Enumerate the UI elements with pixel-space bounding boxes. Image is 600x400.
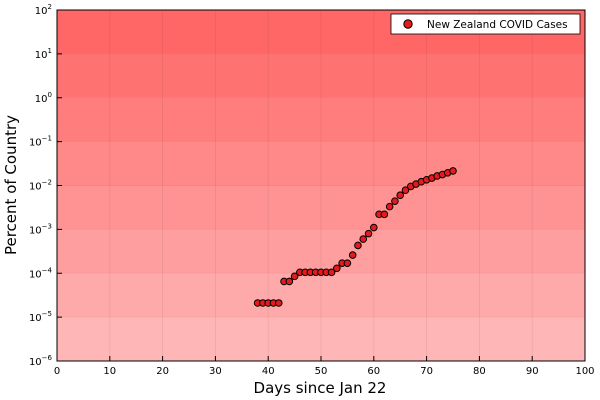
background-band xyxy=(57,97,585,142)
data-point xyxy=(343,259,352,267)
data-point xyxy=(333,264,341,273)
background-bands xyxy=(57,10,585,361)
data-point xyxy=(359,235,368,243)
data-point xyxy=(364,229,373,238)
data-point xyxy=(385,202,394,211)
x-tick-label: 90 xyxy=(526,366,539,377)
background-band xyxy=(57,185,585,230)
data-point xyxy=(348,251,357,259)
y-tick-label: 10−1 xyxy=(29,135,52,149)
x-tick-label: 50 xyxy=(315,366,328,377)
y-tick-label: 100 xyxy=(35,91,52,105)
y-axis-ticks: 10−6 10−5 10−4 10−3 10−2 10−1 100 101 102 xyxy=(29,3,62,368)
x-tick-label: 20 xyxy=(156,366,169,377)
background-band xyxy=(57,53,585,98)
legend-marker xyxy=(403,19,413,29)
legend: New Zealand COVID Cases xyxy=(390,13,581,35)
scatter-points xyxy=(253,167,457,307)
data-point xyxy=(401,186,410,195)
background-band xyxy=(57,273,585,318)
data-point xyxy=(380,210,389,219)
data-point xyxy=(396,191,405,200)
data-point xyxy=(449,167,457,175)
x-tick-label: 40 xyxy=(262,366,275,377)
data-point xyxy=(370,223,378,232)
y-tick-label: 10−4 xyxy=(29,266,53,280)
y-tick-label: 101 xyxy=(35,47,52,61)
x-axis-ticks: 0 10 20 30 40 50 60 70 80 90 100 xyxy=(54,356,595,377)
legend-box xyxy=(390,13,581,35)
data-point xyxy=(391,197,399,205)
x-tick-label: 80 xyxy=(473,366,486,377)
y-tick-label: 10−6 xyxy=(29,354,53,368)
y-tick-label: 10−3 xyxy=(29,222,52,236)
y-tick-label: 10−2 xyxy=(29,179,52,193)
x-tick-label: 70 xyxy=(420,366,433,377)
background-band xyxy=(57,141,585,186)
x-tick-label: 0 xyxy=(54,366,60,377)
x-axis-label: Days since Jan 22 xyxy=(254,379,387,397)
x-tick-label: 30 xyxy=(209,366,222,377)
legend-label: New Zealand COVID Cases xyxy=(427,19,568,31)
background-band xyxy=(57,229,585,274)
data-point xyxy=(274,299,283,307)
x-tick-label: 100 xyxy=(575,366,594,377)
data-point xyxy=(354,241,362,250)
background-band xyxy=(57,317,585,361)
x-tick-label: 60 xyxy=(367,366,380,377)
data-point xyxy=(285,277,294,286)
x-tick-label: 10 xyxy=(103,366,116,377)
data-point xyxy=(290,272,299,281)
data-point xyxy=(327,268,336,277)
y-tick-label: 102 xyxy=(35,3,52,17)
y-axis-label: Percent of Country xyxy=(2,115,20,255)
y-tick-label: 10−5 xyxy=(29,310,52,324)
